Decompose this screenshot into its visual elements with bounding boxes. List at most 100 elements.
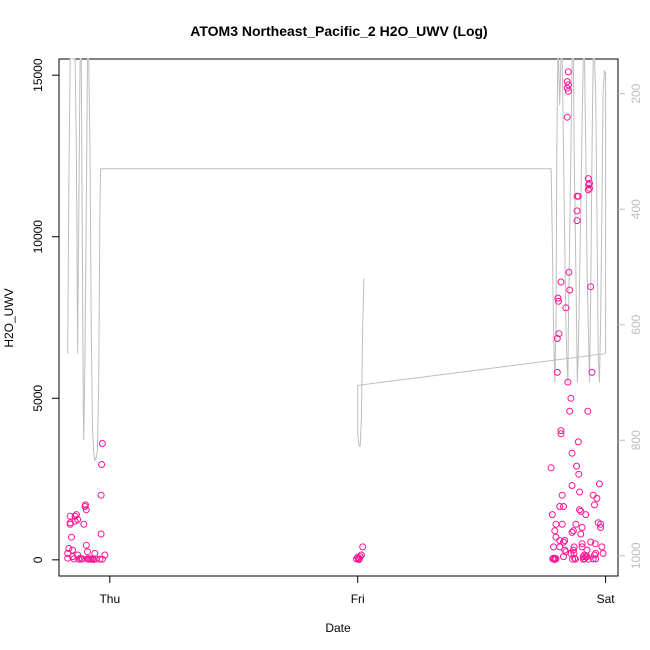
data-point bbox=[567, 394, 575, 402]
data-point bbox=[82, 501, 89, 509]
data-point bbox=[589, 491, 597, 499]
data-point bbox=[573, 207, 581, 215]
data-point bbox=[584, 407, 592, 415]
data-point bbox=[65, 545, 73, 552]
y2-tick-label: 200 bbox=[629, 83, 643, 103]
data-point bbox=[588, 368, 596, 376]
y-tick-label: 0 bbox=[31, 556, 45, 563]
y-axis-right: 200 400 600 800 1000 bbox=[618, 83, 643, 569]
data-point bbox=[552, 533, 560, 541]
data-point bbox=[561, 537, 569, 544]
data-point bbox=[592, 555, 600, 563]
y-axis-label: H2O_UWV bbox=[2, 288, 16, 347]
data-point bbox=[550, 543, 557, 551]
line-segment bbox=[357, 73, 607, 447]
y-tick-label: 15000 bbox=[31, 58, 45, 92]
data-point bbox=[561, 546, 569, 554]
data-point bbox=[578, 540, 586, 548]
data-point bbox=[555, 330, 563, 338]
data-point bbox=[577, 530, 585, 538]
y2-tick-label: 800 bbox=[629, 430, 643, 450]
y2-tick-label: 600 bbox=[629, 314, 643, 334]
x-axis: Thu Fri Sat bbox=[99, 576, 615, 606]
data-point bbox=[82, 541, 90, 549]
x-tick-label: Thu bbox=[99, 592, 120, 606]
data-point bbox=[586, 184, 593, 192]
line-series bbox=[67, 58, 607, 463]
data-point bbox=[547, 464, 555, 472]
data-point bbox=[97, 530, 105, 538]
data-point bbox=[555, 297, 562, 305]
data-point bbox=[569, 555, 577, 563]
data-point bbox=[566, 407, 574, 415]
data-point bbox=[558, 520, 566, 528]
data-point bbox=[578, 524, 586, 531]
data-point bbox=[568, 528, 576, 536]
data-point bbox=[576, 506, 584, 514]
data-point bbox=[551, 527, 559, 535]
data-point bbox=[595, 480, 603, 488]
data-point bbox=[591, 551, 598, 559]
data-point bbox=[577, 507, 585, 515]
data-point bbox=[67, 533, 75, 541]
data-point bbox=[564, 87, 572, 95]
data-point bbox=[101, 551, 109, 559]
data-point bbox=[66, 512, 74, 520]
data-point bbox=[576, 488, 584, 496]
data-point bbox=[64, 549, 72, 557]
data-point bbox=[569, 527, 577, 535]
y-axis-left: 0 5000 10000 15000 bbox=[31, 58, 59, 563]
data-point bbox=[582, 511, 590, 519]
data-point bbox=[553, 368, 561, 376]
data-point bbox=[557, 430, 565, 438]
y-tick-label: 5000 bbox=[31, 385, 45, 412]
x-tick-label: Sat bbox=[597, 592, 616, 606]
data-point bbox=[72, 511, 80, 519]
data-point bbox=[570, 543, 578, 551]
data-point bbox=[557, 278, 565, 286]
data-point bbox=[74, 516, 82, 523]
data-point bbox=[591, 540, 599, 548]
data-point bbox=[597, 524, 605, 531]
data-point bbox=[82, 506, 90, 514]
x-axis-label: Date bbox=[325, 621, 351, 635]
data-point bbox=[560, 503, 567, 510]
line-segment bbox=[67, 58, 607, 463]
data-point bbox=[554, 294, 562, 302]
data-point bbox=[96, 555, 104, 563]
data-point bbox=[589, 555, 597, 563]
data-point bbox=[572, 520, 580, 528]
data-point bbox=[556, 503, 564, 510]
data-point bbox=[69, 546, 77, 554]
y2-tick-label: 1000 bbox=[629, 542, 643, 569]
data-point bbox=[573, 217, 581, 225]
data-point bbox=[564, 68, 572, 76]
data-point bbox=[560, 538, 567, 546]
y2-tick-label: 400 bbox=[629, 199, 643, 219]
data-point bbox=[97, 491, 105, 499]
data-point bbox=[584, 186, 592, 194]
data-point bbox=[574, 192, 582, 200]
data-point bbox=[553, 335, 561, 342]
data-point bbox=[548, 511, 556, 519]
data-point bbox=[568, 482, 576, 489]
data-point bbox=[563, 84, 571, 92]
plot-frame bbox=[58, 58, 619, 577]
data-point bbox=[564, 378, 572, 386]
data-point bbox=[587, 283, 595, 291]
data-point bbox=[591, 501, 598, 509]
x-tick-label: Fri bbox=[351, 592, 365, 606]
data-point bbox=[587, 538, 595, 546]
data-point bbox=[599, 549, 607, 557]
data-point bbox=[573, 462, 581, 470]
data-point bbox=[562, 304, 570, 312]
data-point bbox=[359, 543, 367, 551]
data-point bbox=[593, 494, 601, 502]
data-point bbox=[575, 470, 583, 478]
data-point bbox=[568, 449, 576, 457]
data-point bbox=[558, 491, 566, 499]
y-tick-label: 10000 bbox=[31, 220, 45, 254]
data-point bbox=[98, 461, 106, 468]
data-point bbox=[597, 520, 605, 528]
